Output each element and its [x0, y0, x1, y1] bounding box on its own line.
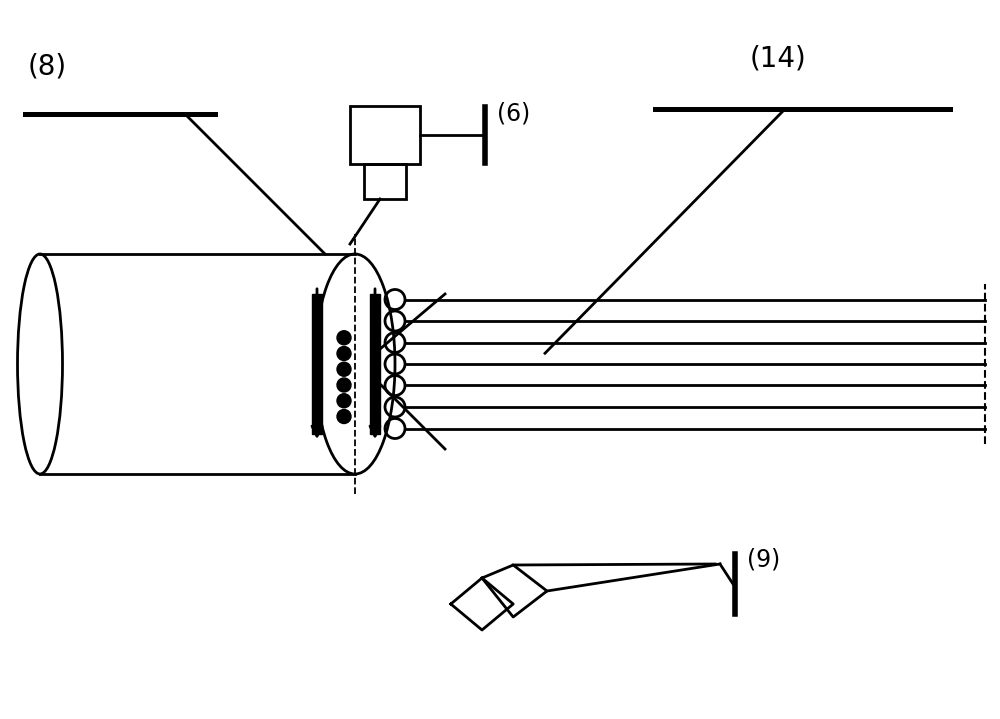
Text: (14): (14) [750, 45, 807, 73]
Bar [370, 294, 380, 434]
Text: (8): (8) [28, 52, 67, 80]
Circle shape [337, 394, 351, 408]
Circle shape [337, 362, 351, 376]
Circle shape [337, 378, 351, 392]
Circle shape [337, 410, 351, 423]
Text: (9): (9) [747, 547, 780, 571]
Bar [364, 164, 406, 199]
Text: (6): (6) [497, 101, 530, 125]
Circle shape [337, 347, 351, 360]
Bar [350, 106, 420, 164]
Circle shape [337, 331, 351, 344]
Bar [312, 294, 322, 434]
